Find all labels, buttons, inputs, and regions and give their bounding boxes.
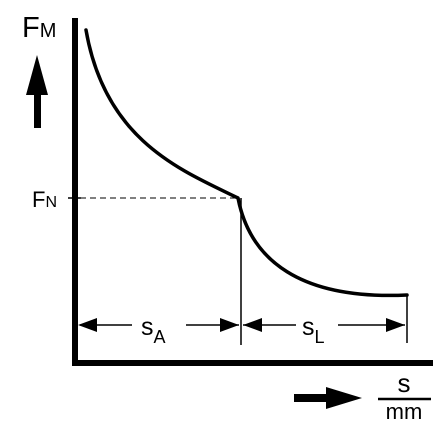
y-axis-subscript: M: [40, 20, 57, 42]
segment-a-symbol: s: [141, 313, 154, 341]
x-unit-numerator: s: [398, 368, 411, 398]
arrowhead-right-icon: [386, 318, 405, 332]
arrowhead-left-icon: [78, 318, 97, 332]
segment-l-symbol: s: [302, 313, 315, 341]
y-direction-arrow-icon: [26, 55, 48, 128]
arrowhead-left-icon: [243, 318, 262, 332]
level-label: FN: [32, 187, 57, 212]
segment-l-label: sL: [302, 313, 325, 347]
segment-l-subscript: L: [315, 327, 325, 347]
y-axis-symbol: F: [22, 12, 40, 44]
level-subscript: N: [45, 194, 57, 211]
x-unit-denominator: mm: [386, 399, 423, 422]
level-symbol: F: [32, 187, 45, 212]
segment-l-dimension: sL: [243, 313, 405, 347]
segment-a-label: sA: [141, 313, 166, 347]
segment-a-subscript: A: [154, 327, 166, 347]
arrowhead-right-icon: [220, 318, 239, 332]
force-curve: [84, 28, 409, 298]
y-axis-label: FM: [22, 12, 56, 44]
x-direction-arrow-icon: [294, 387, 362, 409]
segment-a-dimension: sA: [78, 313, 239, 347]
